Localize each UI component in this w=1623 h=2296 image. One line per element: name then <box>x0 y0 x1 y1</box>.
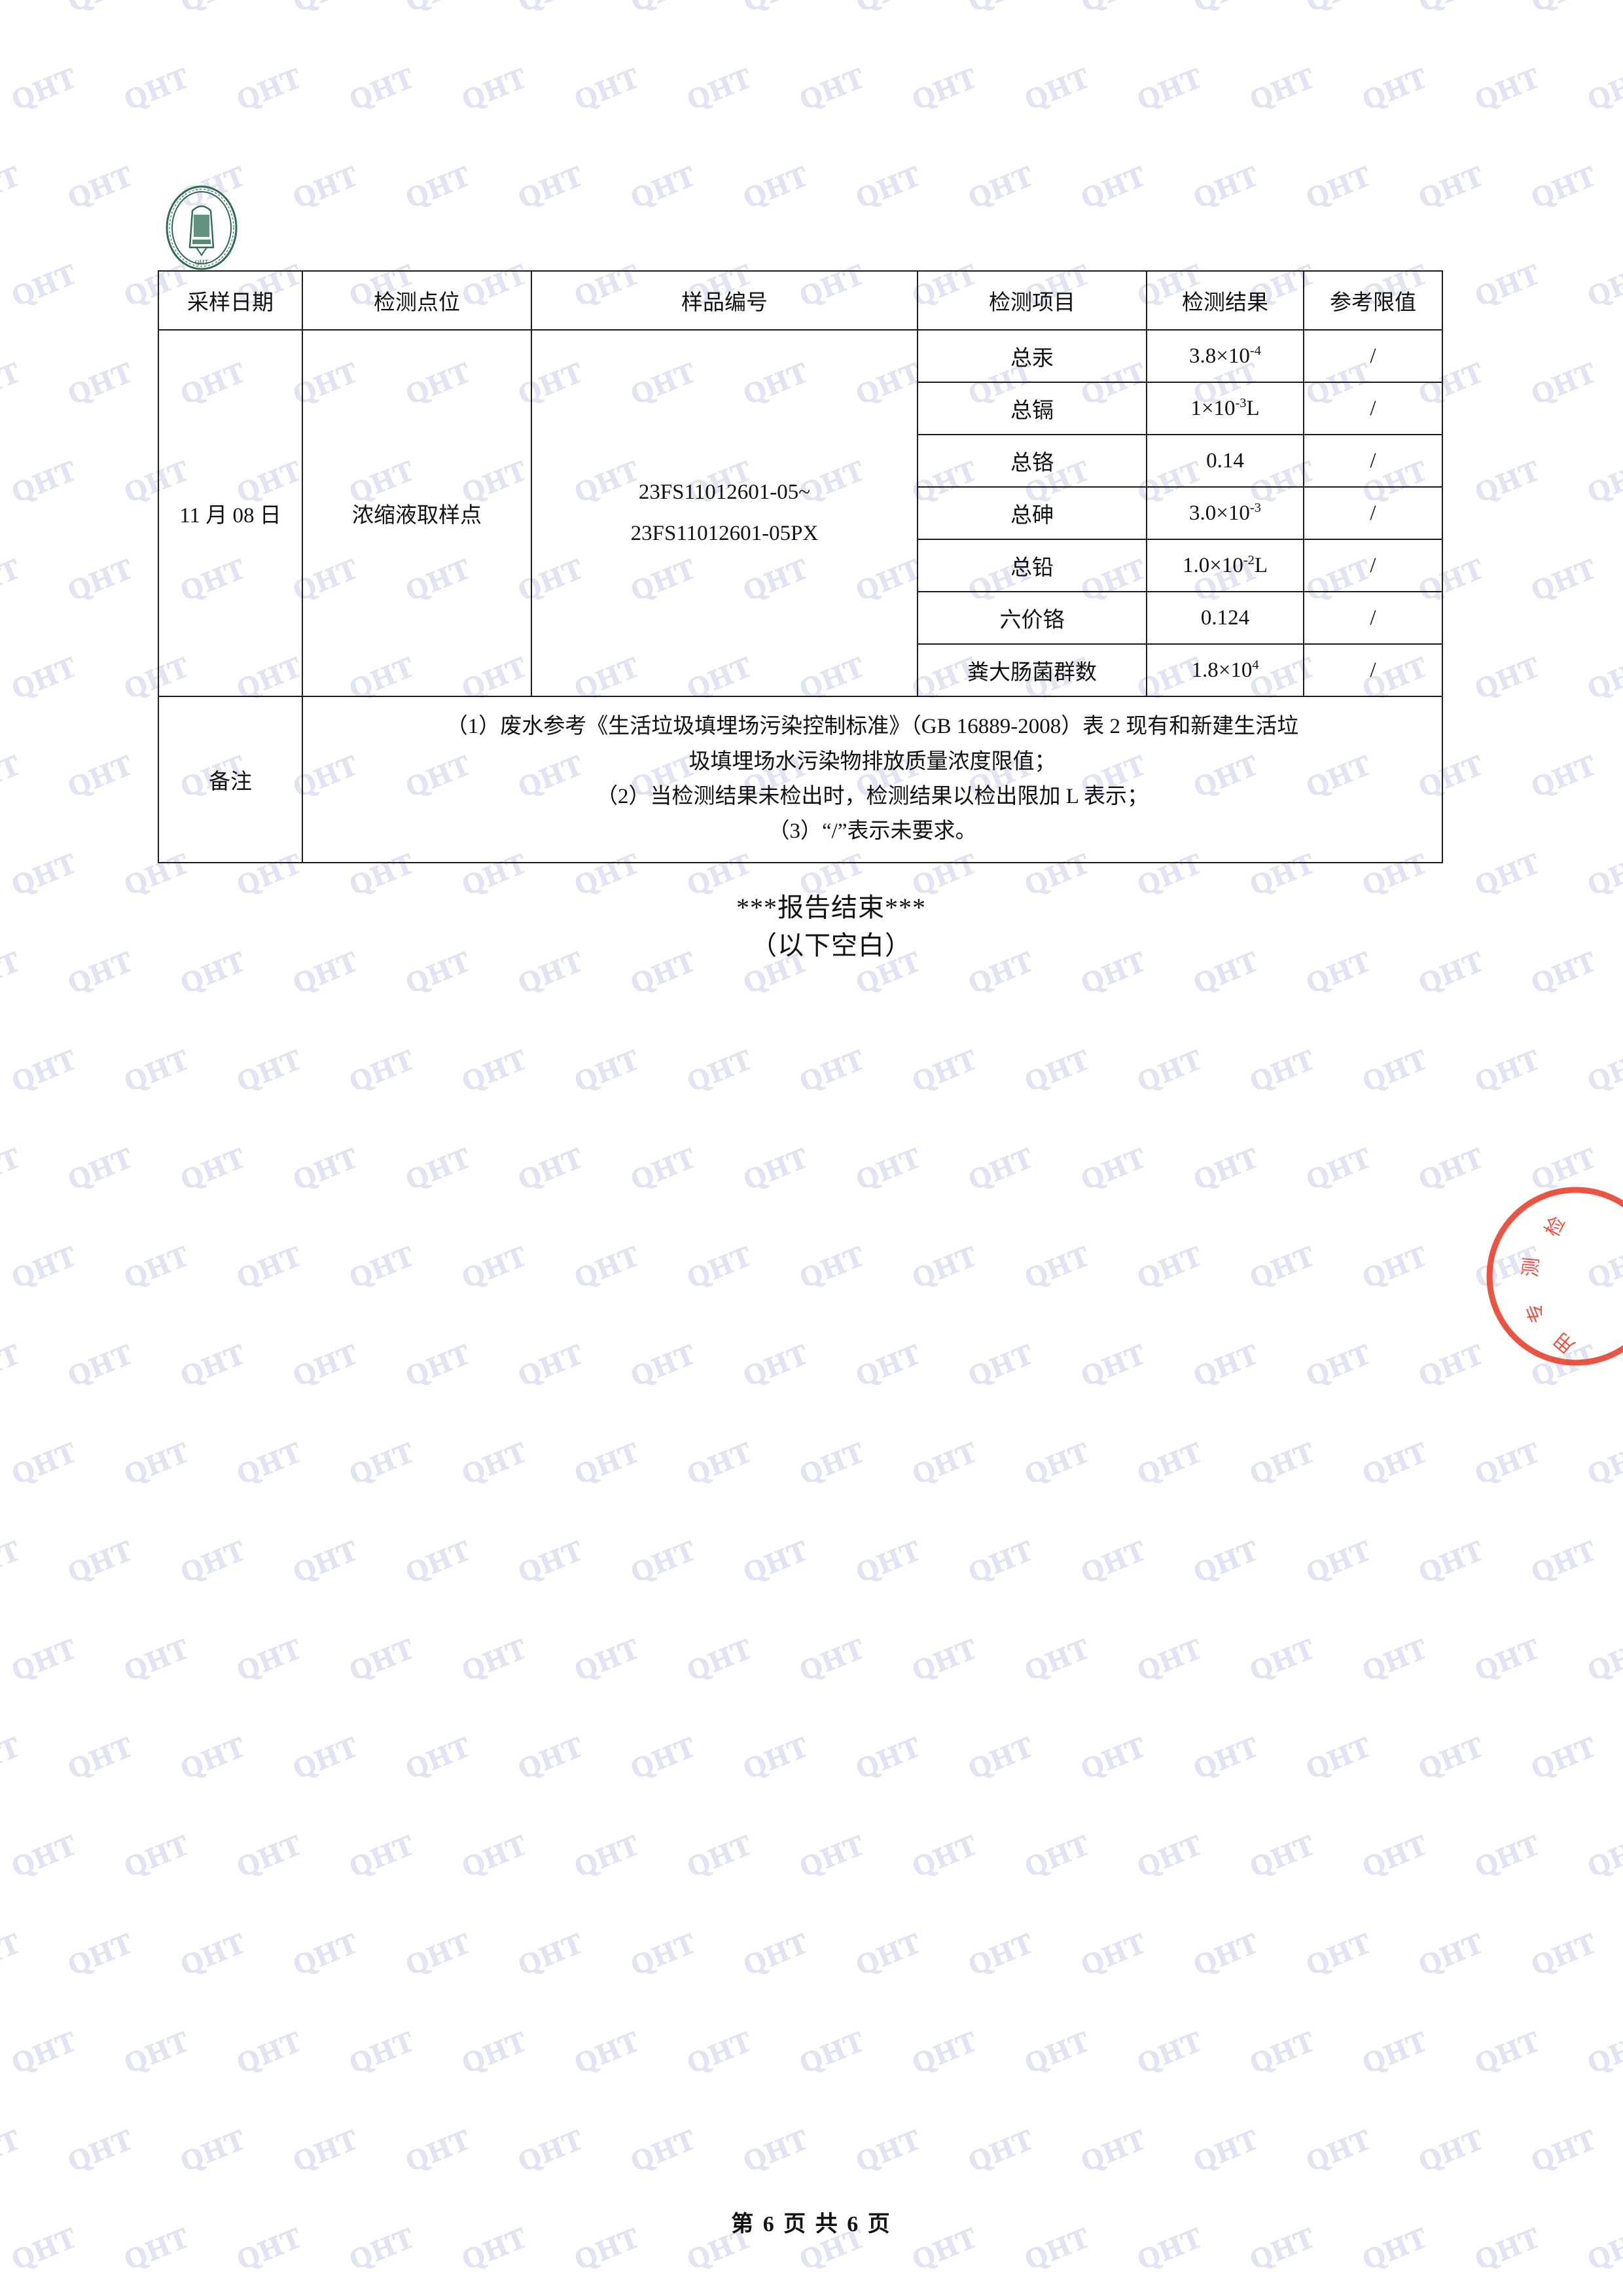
result-exponent: -3 <box>1235 395 1247 410</box>
cell-test-item: 总砷 <box>917 486 1147 540</box>
header-test-result: 检测结果 <box>1146 270 1304 331</box>
end-of-report-text: ***报告结束*** <box>736 893 926 922</box>
sample-number-line-2: 23FS11012601-05PX <box>630 522 819 545</box>
table-row: 六价铬 0.124/ <box>158 591 1443 645</box>
header-monitor-point: 检测点位 <box>302 270 532 331</box>
table-row: 总铅 1.0×10-2L / <box>158 539 1443 592</box>
table-row: 总铬 0.14/ <box>158 434 1443 488</box>
cell-test-item: 总铅 <box>917 539 1147 592</box>
test-report-table: 采样日期 检测点位 样品编号 检测项目 检测结果 参考限值 11 月 08 日浓… <box>158 270 1443 863</box>
note-line-4: （3）“/”表示未要求。 <box>768 819 977 844</box>
blank-below-text: （以下空白） <box>751 931 912 960</box>
cell-test-result: 0.14 <box>1146 434 1304 488</box>
cell-test-item: 六价铬 <box>917 591 1147 645</box>
cell-sample-number: 23FS11012601-05~ 23FS11012601-05PX <box>531 329 918 697</box>
cell-reference-limit: / <box>1303 382 1443 435</box>
notes-label: 备注 <box>158 696 303 863</box>
cell-test-result: 3.0×10-3 <box>1146 486 1304 540</box>
result-exponent: 4 <box>1252 657 1259 672</box>
note-line-3: （2）当检测结果未检出时，检测结果以检出限加 L 表示； <box>596 785 1149 808</box>
header-reference-limit: 参考限值 <box>1303 270 1443 331</box>
cell-test-result: 0.124 <box>1146 591 1304 645</box>
cell-reference-limit: / <box>1303 643 1443 697</box>
svg-text:QHT: QHT <box>195 259 209 266</box>
cell-test-result: 1.0×10-2L <box>1146 539 1304 592</box>
cell-test-item: 粪大肠菌群数 <box>917 643 1147 697</box>
cell-reference-limit: / <box>1303 434 1443 488</box>
cell-reference-limit: / <box>1303 539 1443 592</box>
note-line-2: 圾填埋场水污染物排放质量浓度限值； <box>688 749 1056 774</box>
svg-text:专: 专 <box>1523 1300 1550 1326</box>
cell-test-result: 1.8×104 <box>1146 643 1304 697</box>
page-footer: 第 6 页 共 6 页 <box>731 2212 892 2236</box>
svg-text:测: 测 <box>1520 1257 1543 1278</box>
cell-test-item: 总镉 <box>917 382 1147 435</box>
table-row: 粪大肠菌群数 1.8×104/ <box>158 643 1443 697</box>
note-line-1: （1）废水参考《生活垃圾填埋场污染控制标准》（GB 16889-2008）表 2… <box>446 715 1299 739</box>
svg-text:检: 检 <box>1541 1213 1569 1240</box>
cell-test-item: 总汞 <box>917 329 1147 383</box>
cell-test-item: 总铬 <box>917 434 1147 488</box>
table-row: 总砷 3.0×10-3/ <box>158 486 1443 540</box>
table-header-row: 采样日期 检测点位 样品编号 检测项目 检测结果 参考限值 <box>158 270 1443 331</box>
institute-seal-icon: QHT <box>166 185 238 270</box>
cell-test-result: 1×10-3L <box>1146 382 1304 435</box>
cell-test-result: 3.8×10-4 <box>1146 329 1304 383</box>
table-row: 11 月 08 日浓缩液取样点 23FS11012601-05~ 23FS11012… <box>158 329 1443 697</box>
cell-reference-limit: / <box>1303 486 1443 540</box>
header-test-item: 检测项目 <box>917 270 1147 331</box>
table-row: 总镉 1×10-3L / <box>158 382 1443 435</box>
sample-number-line-1: 23FS11012601-05~ <box>638 480 811 505</box>
header-sample-number: 样品编号 <box>531 270 918 331</box>
svg-text:用: 用 <box>1550 1328 1578 1357</box>
result-exponent: -4 <box>1249 343 1261 358</box>
result-exponent: -2 <box>1243 552 1255 567</box>
notes-row: 备注 （1）废水参考《生活垃圾填埋场污染控制标准》（GB 16889-2008）表… <box>158 696 1443 863</box>
table-body: 11 月 08 日浓缩液取样点 23FS11012601-05~ 23FS11012… <box>158 329 1443 863</box>
cell-reference-limit: / <box>1303 329 1443 383</box>
cell-monitor-point: 浓缩液取样点 <box>302 329 532 697</box>
result-exponent: -3 <box>1249 500 1261 515</box>
red-official-stamp-icon: 检 测 专 用 <box>1486 1187 1623 1366</box>
closing-block: ***报告结束*** （以下空白） <box>0 889 1623 965</box>
cell-reference-limit: / <box>1303 591 1443 645</box>
notes-content: （1）废水参考《生活垃圾填埋场污染控制标准》（GB 16889-2008）表 2… <box>302 696 1443 863</box>
header-sampling-date: 采样日期 <box>158 270 303 331</box>
cell-sampling-date: 11 月 08 日 <box>158 329 303 697</box>
